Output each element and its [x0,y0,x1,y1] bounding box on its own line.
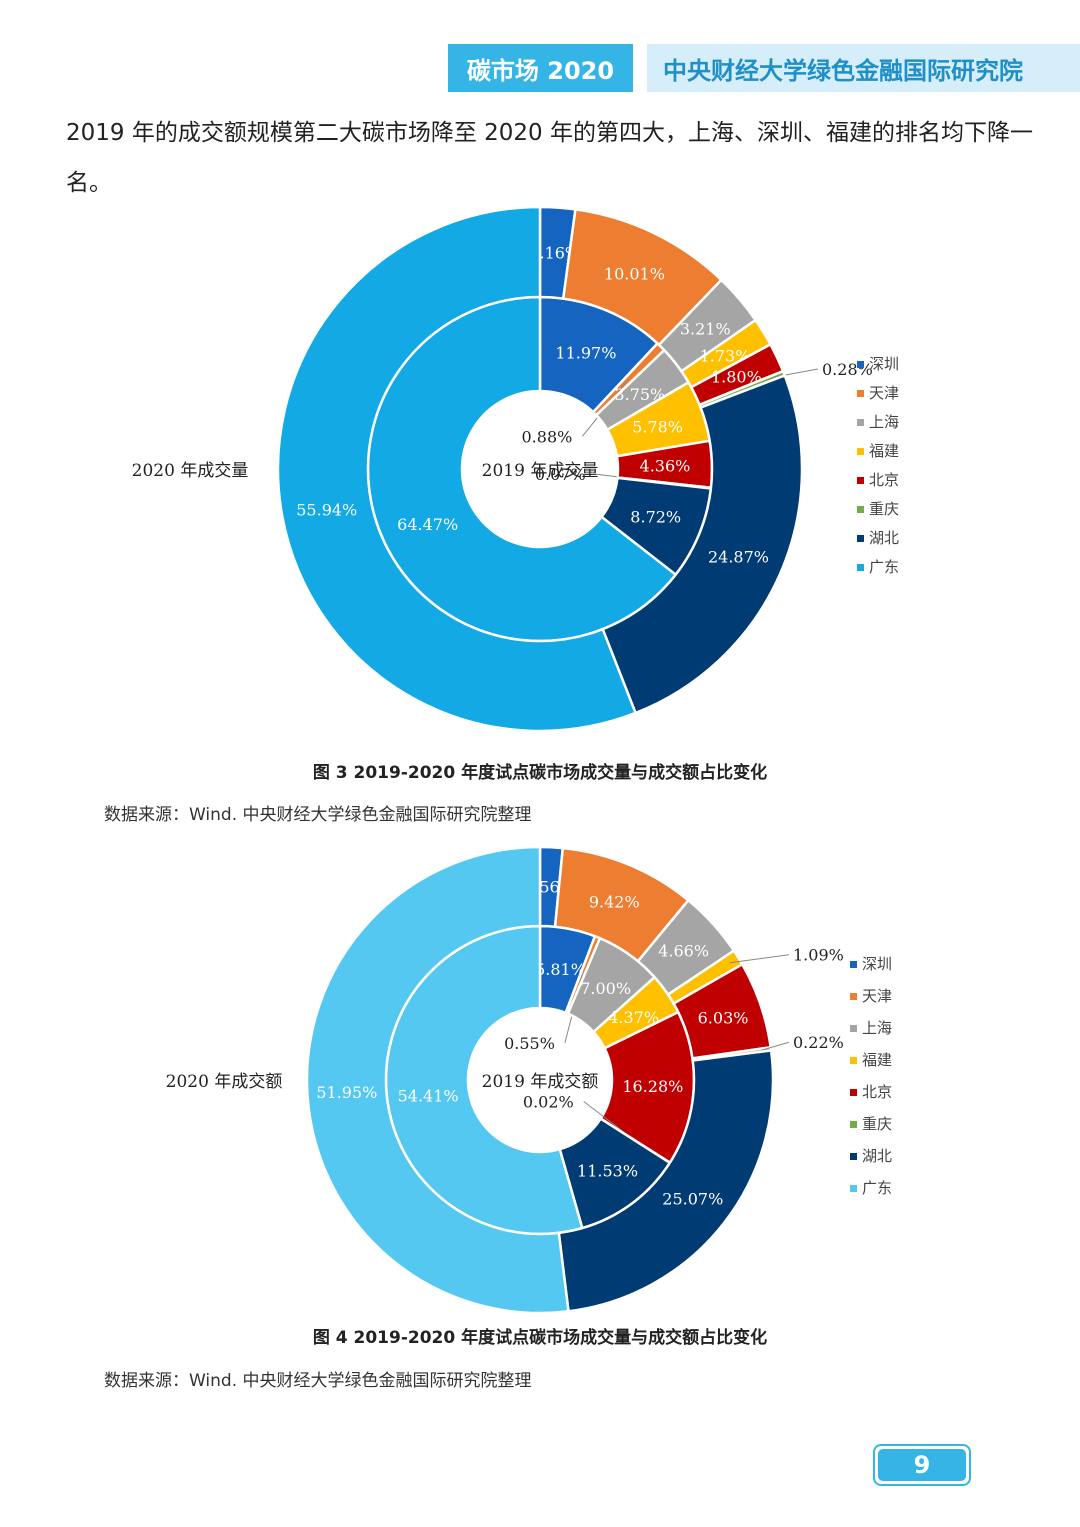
header-institute-name: 中央财经大学绿色金融国际研究院 [647,44,1080,92]
outer-data-label-shenzhen: 2.16% [529,243,580,262]
outer-data-label-hubei: 25.07% [662,1190,723,1209]
legend-swatch-shenzhen [850,961,857,968]
legend-label-fujian: 福建 [869,442,899,460]
outer-ring-title: 2020 年成交量 [132,461,249,481]
inner-data-label-tianjin: 0.88% [522,427,573,446]
legend-swatch-shanghai [857,419,864,426]
outer-leader-fujian [729,954,790,964]
outer-ring-slice-hubei [557,1049,775,1313]
legend-swatch-guangdong [857,564,864,571]
legend-swatch-guangdong [850,1185,857,1192]
legend-label-tianjin: 天津 [869,384,899,402]
outer-data-label-guangdong: 55.94% [296,500,357,519]
legend-swatch-chongqing [850,1121,857,1128]
outer-data-label-guangdong: 51.95% [316,1083,377,1102]
legend-label-guangdong: 广东 [862,1179,892,1197]
inner-data-label-shenzhen: 11.97% [555,344,616,363]
inner-data-label-shanghai: 7.00% [580,979,631,998]
data-source-2: 数据来源：Wind. 中央财经大学绿色金融国际研究院整理 [104,1371,532,1391]
inner-data-label-guangdong: 54.41% [398,1087,459,1106]
legend-swatch-tianjin [857,390,864,397]
donut-chart-amount: 5.81% 0.55% 7.00% 4.37% 16.28% 0.02% 11.53% 54.… [166,845,892,1315]
legend-label-hubei: 湖北 [862,1147,892,1165]
legend-swatch-fujian [857,448,864,455]
inner-data-label-guangdong: 64.47% [397,515,458,534]
figure-caption-4: 图 4 2019-2020 年度试点碳市场成交量与成交额占比变化 [312,1328,768,1348]
legend-label-tianjin: 天津 [862,987,892,1005]
inner-data-label-fujian: 5.78% [632,418,683,437]
inner-ring-title: 2019 年成交量 [482,461,599,481]
inner-data-label-chongqing: 0.07% [535,465,586,484]
outer-data-label-shanghai: 4.66% [658,941,709,960]
inner-data-label-hubei: 8.72% [630,507,681,526]
legend-swatch-hubei [850,1153,857,1160]
inner-ring-title: 2019 年成交额 [482,1072,599,1092]
legend-swatch-shanghai [850,1025,857,1032]
outer-ring-slice-guangdong [305,845,570,1315]
legend-label-shanghai: 上海 [862,1019,892,1037]
outer-data-label-shanghai: 3.21% [680,319,731,338]
data-source-1: 数据来源：Wind. 中央财经大学绿色金融国际研究院整理 [104,805,532,825]
legend-label-fujian: 福建 [862,1051,892,1069]
legend-swatch-hubei [857,535,864,542]
inner-data-label-beijing: 16.28% [622,1077,683,1096]
outer-data-label-beijing: 6.03% [698,1008,749,1027]
header-section-title: 碳市场 2020 [448,44,633,92]
inner-data-label-tianjin: 0.55% [504,1034,555,1053]
outer-data-label-tianjin: 10.01% [604,265,665,284]
legend-swatch-fujian [850,1057,857,1064]
legend-label-shenzhen: 深圳 [862,955,892,973]
inner-data-label-fujian: 4.37% [608,1008,659,1027]
figure-caption-3: 图 3 2019-2020 年度试点碳市场成交量与成交额占比变化 [312,763,768,783]
inner-data-label-shanghai: 3.75% [614,385,665,404]
outer-leader-chongqing [760,1041,790,1051]
legend-label-chongqing: 重庆 [862,1115,892,1133]
outer-ring-slice-hubei [601,373,804,715]
legend-label-shenzhen: 深圳 [869,355,899,373]
legend-label-chongqing: 重庆 [869,500,899,518]
legend-swatch-shenzhen [857,361,864,368]
legend-label-beijing: 北京 [862,1083,892,1101]
legend-swatch-tianjin [850,993,857,1000]
legend-swatch-beijing [850,1089,857,1096]
donut-chart-volume: 11.97% 0.88% 3.75% 5.78% 4.36% 0.07% 8.72% 64.4… [132,205,899,733]
inner-data-label-hubei: 11.53% [577,1162,638,1181]
outer-data-label-hubei: 24.87% [708,548,769,567]
legend-label-beijing: 北京 [869,471,899,489]
outer-ring-title: 2020 年成交额 [166,1072,283,1092]
legend-swatch-chongqing [857,506,864,513]
inner-data-label-beijing: 4.36% [640,457,691,476]
outer-data-label-tianjin: 9.42% [589,892,640,911]
intro-paragraph: 2019 年的成交额规模第二大碳市场降至 2020 年的第四大，上海、深圳、福建… [66,120,1033,196]
outer-data-label-chongqing: 0.28% [822,360,873,379]
legend-label-shanghai: 上海 [869,413,899,431]
legend-label-guangdong: 广东 [869,558,899,576]
page-number: 9 [878,1449,966,1481]
legend-label-hubei: 湖北 [869,529,899,547]
inner-data-label-shenzhen: 5.81% [535,960,586,979]
page-number-box: 9 [873,1444,971,1486]
outer-data-label-beijing: 1.80% [711,368,762,387]
outer-data-label-chongqing: 0.22% [793,1033,844,1052]
outer-data-label-fujian: 1.09% [793,946,844,965]
outer-ring-slice-guangdong [276,205,638,733]
legend-swatch-beijing [857,477,864,484]
inner-data-label-chongqing: 0.02% [523,1092,574,1111]
